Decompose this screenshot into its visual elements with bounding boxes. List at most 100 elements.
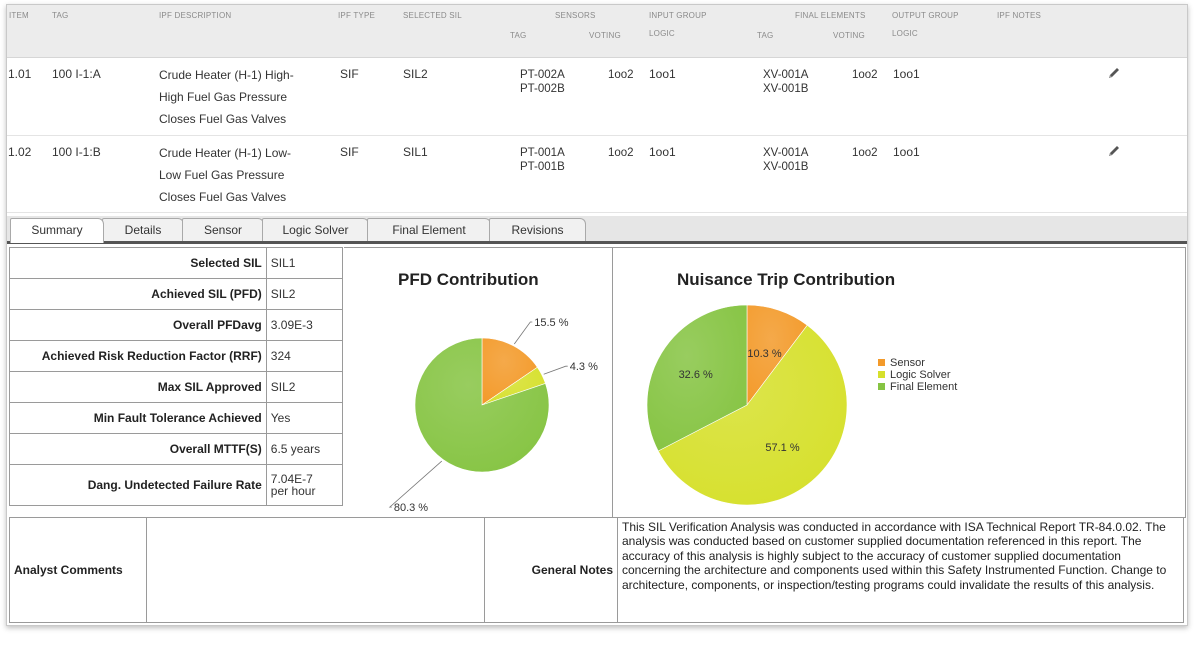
- row-description-line: Crude Heater (H-1) High-: [159, 68, 294, 82]
- metric-value: 7.04E-7 per hour: [265, 464, 344, 506]
- data-label: 32.6 %: [679, 369, 713, 381]
- tab-logic-solver[interactable]: Logic Solver: [262, 218, 369, 241]
- header-sensors-voting[interactable]: VOTING: [589, 31, 621, 40]
- legend-label: Sensor: [890, 357, 925, 369]
- sensor-tag: PT-001A: [520, 147, 565, 159]
- row-description-line: Low Fuel Gas Pressure: [159, 168, 285, 182]
- pie-slice-final-element[interactable]: [414, 337, 550, 473]
- metric-value: 6.5 years: [265, 433, 344, 465]
- row-sensor-tags: PT-001A PT-001B: [520, 146, 565, 174]
- row-description: Crude Heater (H-1) High- High Fuel Gas P…: [159, 64, 294, 130]
- row-input-logic: 1oo1: [649, 145, 676, 159]
- header-input-logic[interactable]: LOGIC: [649, 29, 675, 38]
- header-input-group[interactable]: INPUT GROUP: [649, 11, 707, 20]
- row-ipf-type: SIF: [340, 67, 359, 81]
- metric-label: Overall PFDavg: [9, 309, 267, 341]
- metric-row: Overall PFDavg 3.09E-3: [9, 309, 344, 341]
- sil-verification-window: ITEM TAG IPF DESCRIPTION IPF TYPE SELECT…: [6, 4, 1188, 626]
- metric-label: Overall MTTF(S): [9, 433, 267, 465]
- row-selected-sil: SIL1: [403, 145, 428, 159]
- pie-slice-logic-solver[interactable]: [657, 324, 848, 506]
- ipf-table: ITEM TAG IPF DESCRIPTION IPF TYPE SELECT…: [7, 5, 1187, 213]
- row-description-line: High Fuel Gas Pressure: [159, 90, 288, 104]
- leader-line: [513, 321, 533, 345]
- row-fe-tags: XV-001A XV-001B: [763, 146, 808, 174]
- row-input-logic: 1oo1: [649, 67, 676, 81]
- tabs-divider: [7, 241, 1187, 244]
- header-fe-voting[interactable]: VOTING: [833, 31, 865, 40]
- metric-value: 324: [265, 340, 344, 372]
- row-ipf-type: SIF: [340, 145, 359, 159]
- metric-row: Dang. Undetected Failure Rate 7.04E-7 per …: [9, 464, 344, 506]
- tab-revisions[interactable]: Revisions: [489, 218, 586, 241]
- row-output-logic: 1oo1: [893, 145, 920, 159]
- row-fe-voting: 1oo2: [852, 69, 878, 81]
- metric-label: Max SIL Approved: [9, 371, 267, 403]
- pie-slice-sensor[interactable]: [481, 337, 538, 406]
- metric-value: SIL1: [265, 247, 344, 279]
- metric-value: SIL2: [265, 278, 344, 310]
- tab-summary[interactable]: Summary: [10, 218, 104, 243]
- legend-swatch: [878, 383, 885, 390]
- row-description-line: Closes Fuel Gas Valves: [159, 112, 287, 126]
- analyst-comments-label: Analyst Comments: [9, 517, 147, 623]
- metric-row: Selected SIL SIL1: [9, 247, 344, 279]
- row-sensor-voting: 1oo2: [608, 69, 634, 81]
- metric-row: Achieved Risk Reduction Factor (RRF) 324: [9, 340, 344, 372]
- header-tag[interactable]: TAG: [52, 11, 69, 20]
- nuisance-trip-chart: Nuisance Trip Contribution 10.3 % 57.1 % 3…: [612, 247, 1186, 518]
- header-output-logic[interactable]: LOGIC: [892, 29, 918, 38]
- general-notes-box: This SIL Verification Analysis was condu…: [617, 517, 1184, 623]
- row-selected-sil: SIL2: [403, 67, 428, 81]
- row-sensor-tags: PT-002A PT-002B: [520, 68, 565, 96]
- pencil-icon[interactable]: [1107, 144, 1121, 158]
- header-sensors[interactable]: SENSORS: [555, 11, 596, 20]
- header-ipf-description[interactable]: IPF DESCRIPTION: [159, 11, 232, 20]
- data-label: 4.3 %: [570, 361, 598, 373]
- row-item: 1.01: [8, 67, 32, 81]
- legend-label: Final Element: [890, 381, 957, 393]
- chart-title: Nuisance Trip Contribution: [677, 270, 896, 289]
- metric-value-line: per hour: [270, 484, 316, 498]
- detail-tabs: Summary Details Sensor Logic Solver Fina…: [7, 216, 1187, 243]
- header-selected-sil[interactable]: SELECTED SIL: [403, 11, 462, 20]
- header-sensors-tag[interactable]: TAG: [510, 31, 527, 40]
- header-fe-tag[interactable]: TAG: [757, 31, 774, 40]
- header-final-elements[interactable]: FINAL ELEMENTS: [795, 11, 866, 20]
- fe-tag: XV-001A: [763, 147, 809, 159]
- tab-final-element[interactable]: Final Element: [367, 218, 491, 241]
- metric-value: 3.09E-3: [265, 309, 344, 341]
- sensor-tag: PT-002B: [520, 83, 565, 95]
- fe-tag: XV-001B: [763, 83, 809, 95]
- fe-tag: XV-001A: [763, 69, 809, 81]
- table-header: ITEM TAG IPF DESCRIPTION IPF TYPE SELECT…: [7, 5, 1187, 58]
- tab-sensor[interactable]: Sensor: [182, 218, 264, 241]
- table-row[interactable]: 1.01 100 I-1:A Crude Heater (H-1) High- …: [7, 58, 1187, 136]
- tab-details[interactable]: Details: [102, 218, 184, 241]
- analyst-comments-field[interactable]: [146, 517, 485, 623]
- row-fe-tags: XV-001A XV-001B: [763, 68, 808, 96]
- pie-slice-final-element[interactable]: [646, 304, 748, 452]
- data-label: 57.1 %: [765, 442, 799, 454]
- header-output-group[interactable]: OUTPUT GROUP: [892, 11, 959, 20]
- header-item[interactable]: ITEM: [9, 11, 29, 20]
- pencil-icon[interactable]: [1107, 66, 1121, 80]
- sensor-tag: PT-001B: [520, 161, 565, 173]
- sensor-tag: PT-002A: [520, 69, 565, 81]
- row-sensor-voting: 1oo2: [608, 147, 634, 159]
- chart-title: PFD Contribution: [398, 270, 539, 289]
- metric-label: Achieved SIL (PFD): [9, 278, 267, 310]
- row-fe-voting: 1oo2: [852, 147, 878, 159]
- general-notes-label: General Notes: [484, 517, 618, 623]
- data-label: 80.3 %: [394, 502, 428, 514]
- header-ipf-notes[interactable]: IPF NOTES: [997, 11, 1042, 20]
- header-ipf-type[interactable]: IPF TYPE: [338, 11, 376, 20]
- metric-row: Min Fault Tolerance Achieved Yes: [9, 402, 344, 434]
- table-row[interactable]: 1.02 100 I-1:B Crude Heater (H-1) Low- L…: [7, 136, 1187, 213]
- metrics-table: Selected SIL SIL1 Achieved SIL (PFD) SIL2 …: [9, 247, 344, 506]
- pfd-contribution-chart: PFD Contribution 15.5 % 4.3 % 80.3 %: [344, 247, 613, 518]
- metric-label: Dang. Undetected Failure Rate: [9, 464, 267, 506]
- legend-swatch: [878, 371, 885, 378]
- leader-line: [543, 365, 568, 375]
